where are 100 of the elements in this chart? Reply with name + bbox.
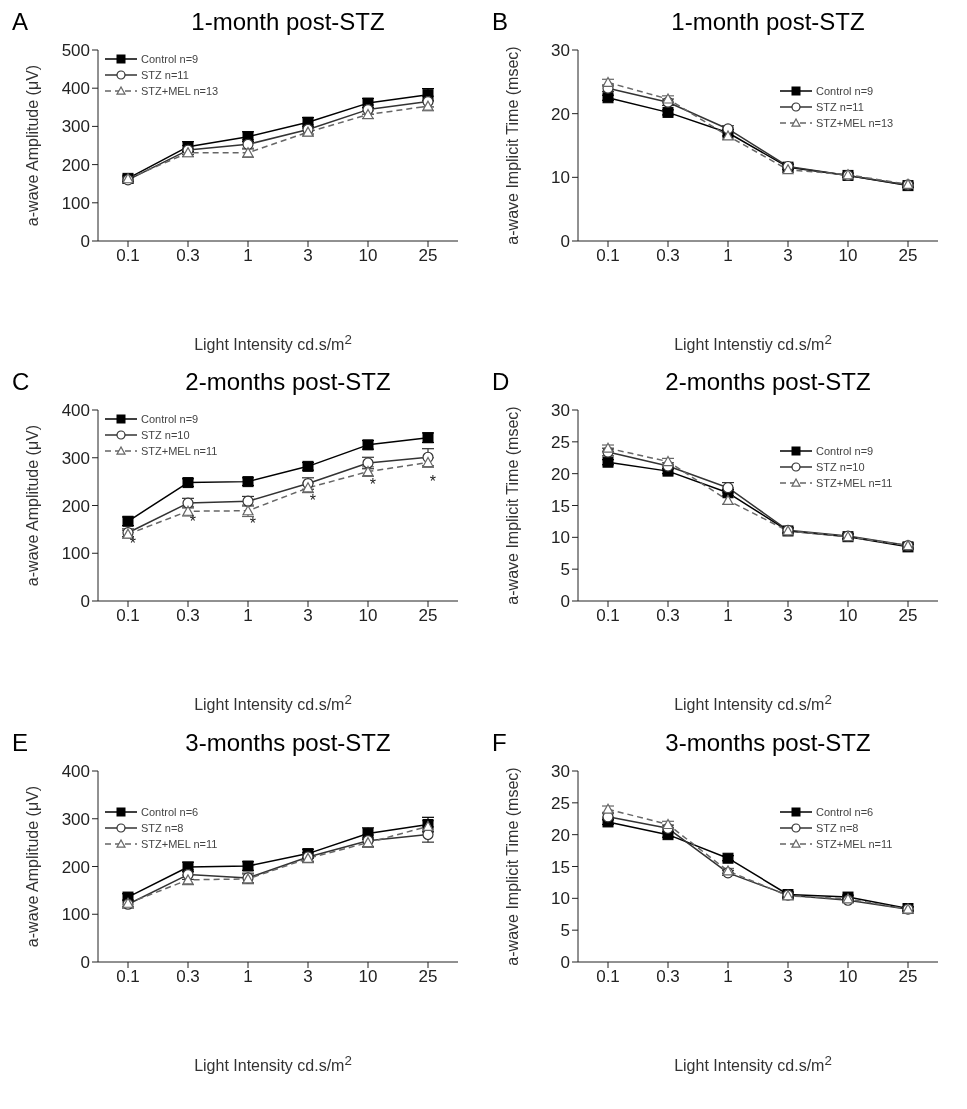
- y-tick-label: 0: [560, 952, 570, 972]
- x-tick-label: 25: [418, 966, 438, 986]
- x-tick-label: 0.3: [176, 246, 200, 266]
- x-tick-label: 0.3: [656, 966, 680, 986]
- y-tick-label: 0: [560, 592, 570, 612]
- x-tick-label: 3: [783, 606, 793, 626]
- y-axis-title: a-wave Implicit Time (msec): [503, 406, 521, 605]
- x-tick-label: 10: [838, 606, 858, 626]
- x-tick-label: 1: [723, 606, 733, 626]
- y-tick-label: 5: [560, 560, 570, 580]
- legend-label: Control n=9: [141, 53, 199, 65]
- text: B: [492, 8, 509, 36]
- y-tick-label: 10: [551, 168, 570, 188]
- y-axis-title: a-wave Implicit Time (msec): [503, 46, 521, 245]
- x-axis-title: Light Intensity cd.s/m$^{2}$: [193, 1052, 353, 1075]
- y-tick-label: 20: [551, 825, 570, 845]
- x-tick-label: 0.3: [656, 606, 680, 626]
- y-tick-label: 10: [551, 528, 570, 548]
- y-tick-label: 400: [61, 401, 90, 421]
- legend-label: Control n=9: [816, 445, 874, 458]
- annotation: *: [129, 535, 136, 553]
- legend-label: STZ+MEL n=11: [816, 837, 893, 850]
- x-tick-label: 1: [243, 246, 253, 266]
- y-tick-label: 0: [80, 592, 90, 612]
- x-tick-label: 25: [898, 246, 918, 266]
- x-tick-label: 10: [838, 966, 858, 986]
- annotation: *: [309, 492, 316, 510]
- x-tick-label: 0.3: [176, 966, 200, 986]
- x-tick-label: 0.1: [116, 966, 140, 986]
- y-tick-label: 100: [61, 544, 90, 564]
- x-axis-title: Light Intenstiy cd.s/m$^{2}$: [673, 332, 833, 355]
- chart-title: 2-months post-STZ: [665, 368, 871, 396]
- y-axis-title: a-wave Amplitude (μV): [23, 64, 41, 227]
- chart-title: 3-months post-STZ: [185, 728, 391, 756]
- legend-label: STZ+MEL n=13: [141, 85, 219, 97]
- y-tick-label: 300: [61, 449, 90, 469]
- x-tick-label: 3: [783, 246, 793, 266]
- y-tick-label: 30: [551, 761, 570, 781]
- chart-title: 3-months post-STZ: [665, 728, 871, 756]
- x-tick-label: 0.1: [596, 966, 620, 986]
- legend-label: STZ+MEL n=13: [816, 117, 894, 129]
- x-tick-label: 25: [898, 966, 918, 986]
- x-tick-label: 1: [243, 606, 253, 626]
- annotation: *: [369, 476, 376, 494]
- text: C: [12, 368, 30, 397]
- legend-label: STZ+MEL n=11: [141, 837, 218, 850]
- y-tick-label: 30: [551, 401, 570, 421]
- x-axis-title: Light Intensity cd.s/m$^{2}$: [193, 692, 353, 715]
- y-axis-title: a-wave Amplitude (μV): [23, 785, 41, 947]
- y-tick-label: 100: [61, 193, 90, 213]
- text: A: [12, 8, 29, 36]
- y-tick-label: 300: [61, 809, 90, 829]
- legend-label: STZ n=11: [816, 101, 864, 113]
- y-tick-label: 0: [560, 232, 570, 252]
- text: E: [12, 728, 29, 757]
- x-tick-label: 10: [838, 246, 858, 266]
- y-tick-label: 5: [560, 920, 570, 940]
- legend-label: STZ+MEL n=11: [816, 477, 893, 490]
- annotation: *: [429, 473, 436, 491]
- annotation: *: [249, 515, 256, 533]
- x-tick-label: 0.3: [176, 606, 200, 626]
- x-tick-label: 0.1: [116, 606, 140, 626]
- annotation: *: [189, 513, 196, 531]
- x-tick-label: 0.1: [596, 606, 620, 626]
- legend-label: STZ n=10: [141, 429, 190, 442]
- x-tick-label: 1: [243, 966, 253, 986]
- x-tick-label: 1: [723, 246, 733, 266]
- y-tick-label: 15: [551, 496, 570, 516]
- x-tick-label: 25: [418, 606, 438, 626]
- x-tick-label: 10: [358, 246, 378, 266]
- x-tick-label: 3: [303, 606, 313, 626]
- legend-label: STZ n=11: [141, 69, 189, 81]
- text: F: [492, 728, 507, 757]
- y-tick-label: 25: [551, 793, 570, 813]
- x-tick-label: 3: [303, 966, 313, 986]
- y-tick-label: 200: [61, 857, 90, 877]
- legend-label: Control n=9: [816, 85, 874, 97]
- legend-label: Control n=6: [816, 805, 874, 818]
- legend-label: STZ+MEL n=11: [141, 445, 218, 458]
- y-tick-label: 20: [551, 104, 570, 124]
- y-tick-label: 500: [61, 41, 90, 61]
- y-tick-label: 300: [61, 117, 90, 137]
- legend-label: STZ n=8: [816, 821, 859, 834]
- legend-label: STZ n=8: [141, 821, 184, 834]
- y-tick-label: 200: [61, 496, 90, 516]
- legend-label: Control n=6: [141, 805, 199, 818]
- chart-title: 1-month post-STZ: [191, 8, 385, 35]
- y-axis-title: a-wave Implicit Time (msec): [503, 767, 521, 966]
- y-tick-label: 0: [80, 232, 90, 252]
- y-axis-title: a-wave Amplitude (μV): [23, 425, 41, 587]
- x-tick-label: 0.1: [596, 246, 620, 266]
- y-tick-label: 0: [80, 952, 90, 972]
- text: D: [492, 368, 510, 397]
- y-tick-label: 400: [61, 79, 90, 99]
- x-tick-label: 3: [783, 966, 793, 986]
- y-tick-label: 10: [551, 889, 570, 909]
- legend-label: STZ n=10: [816, 461, 865, 474]
- chart-title: 2-months post-STZ: [185, 368, 391, 396]
- x-tick-label: 25: [418, 246, 438, 266]
- y-tick-label: 100: [61, 904, 90, 924]
